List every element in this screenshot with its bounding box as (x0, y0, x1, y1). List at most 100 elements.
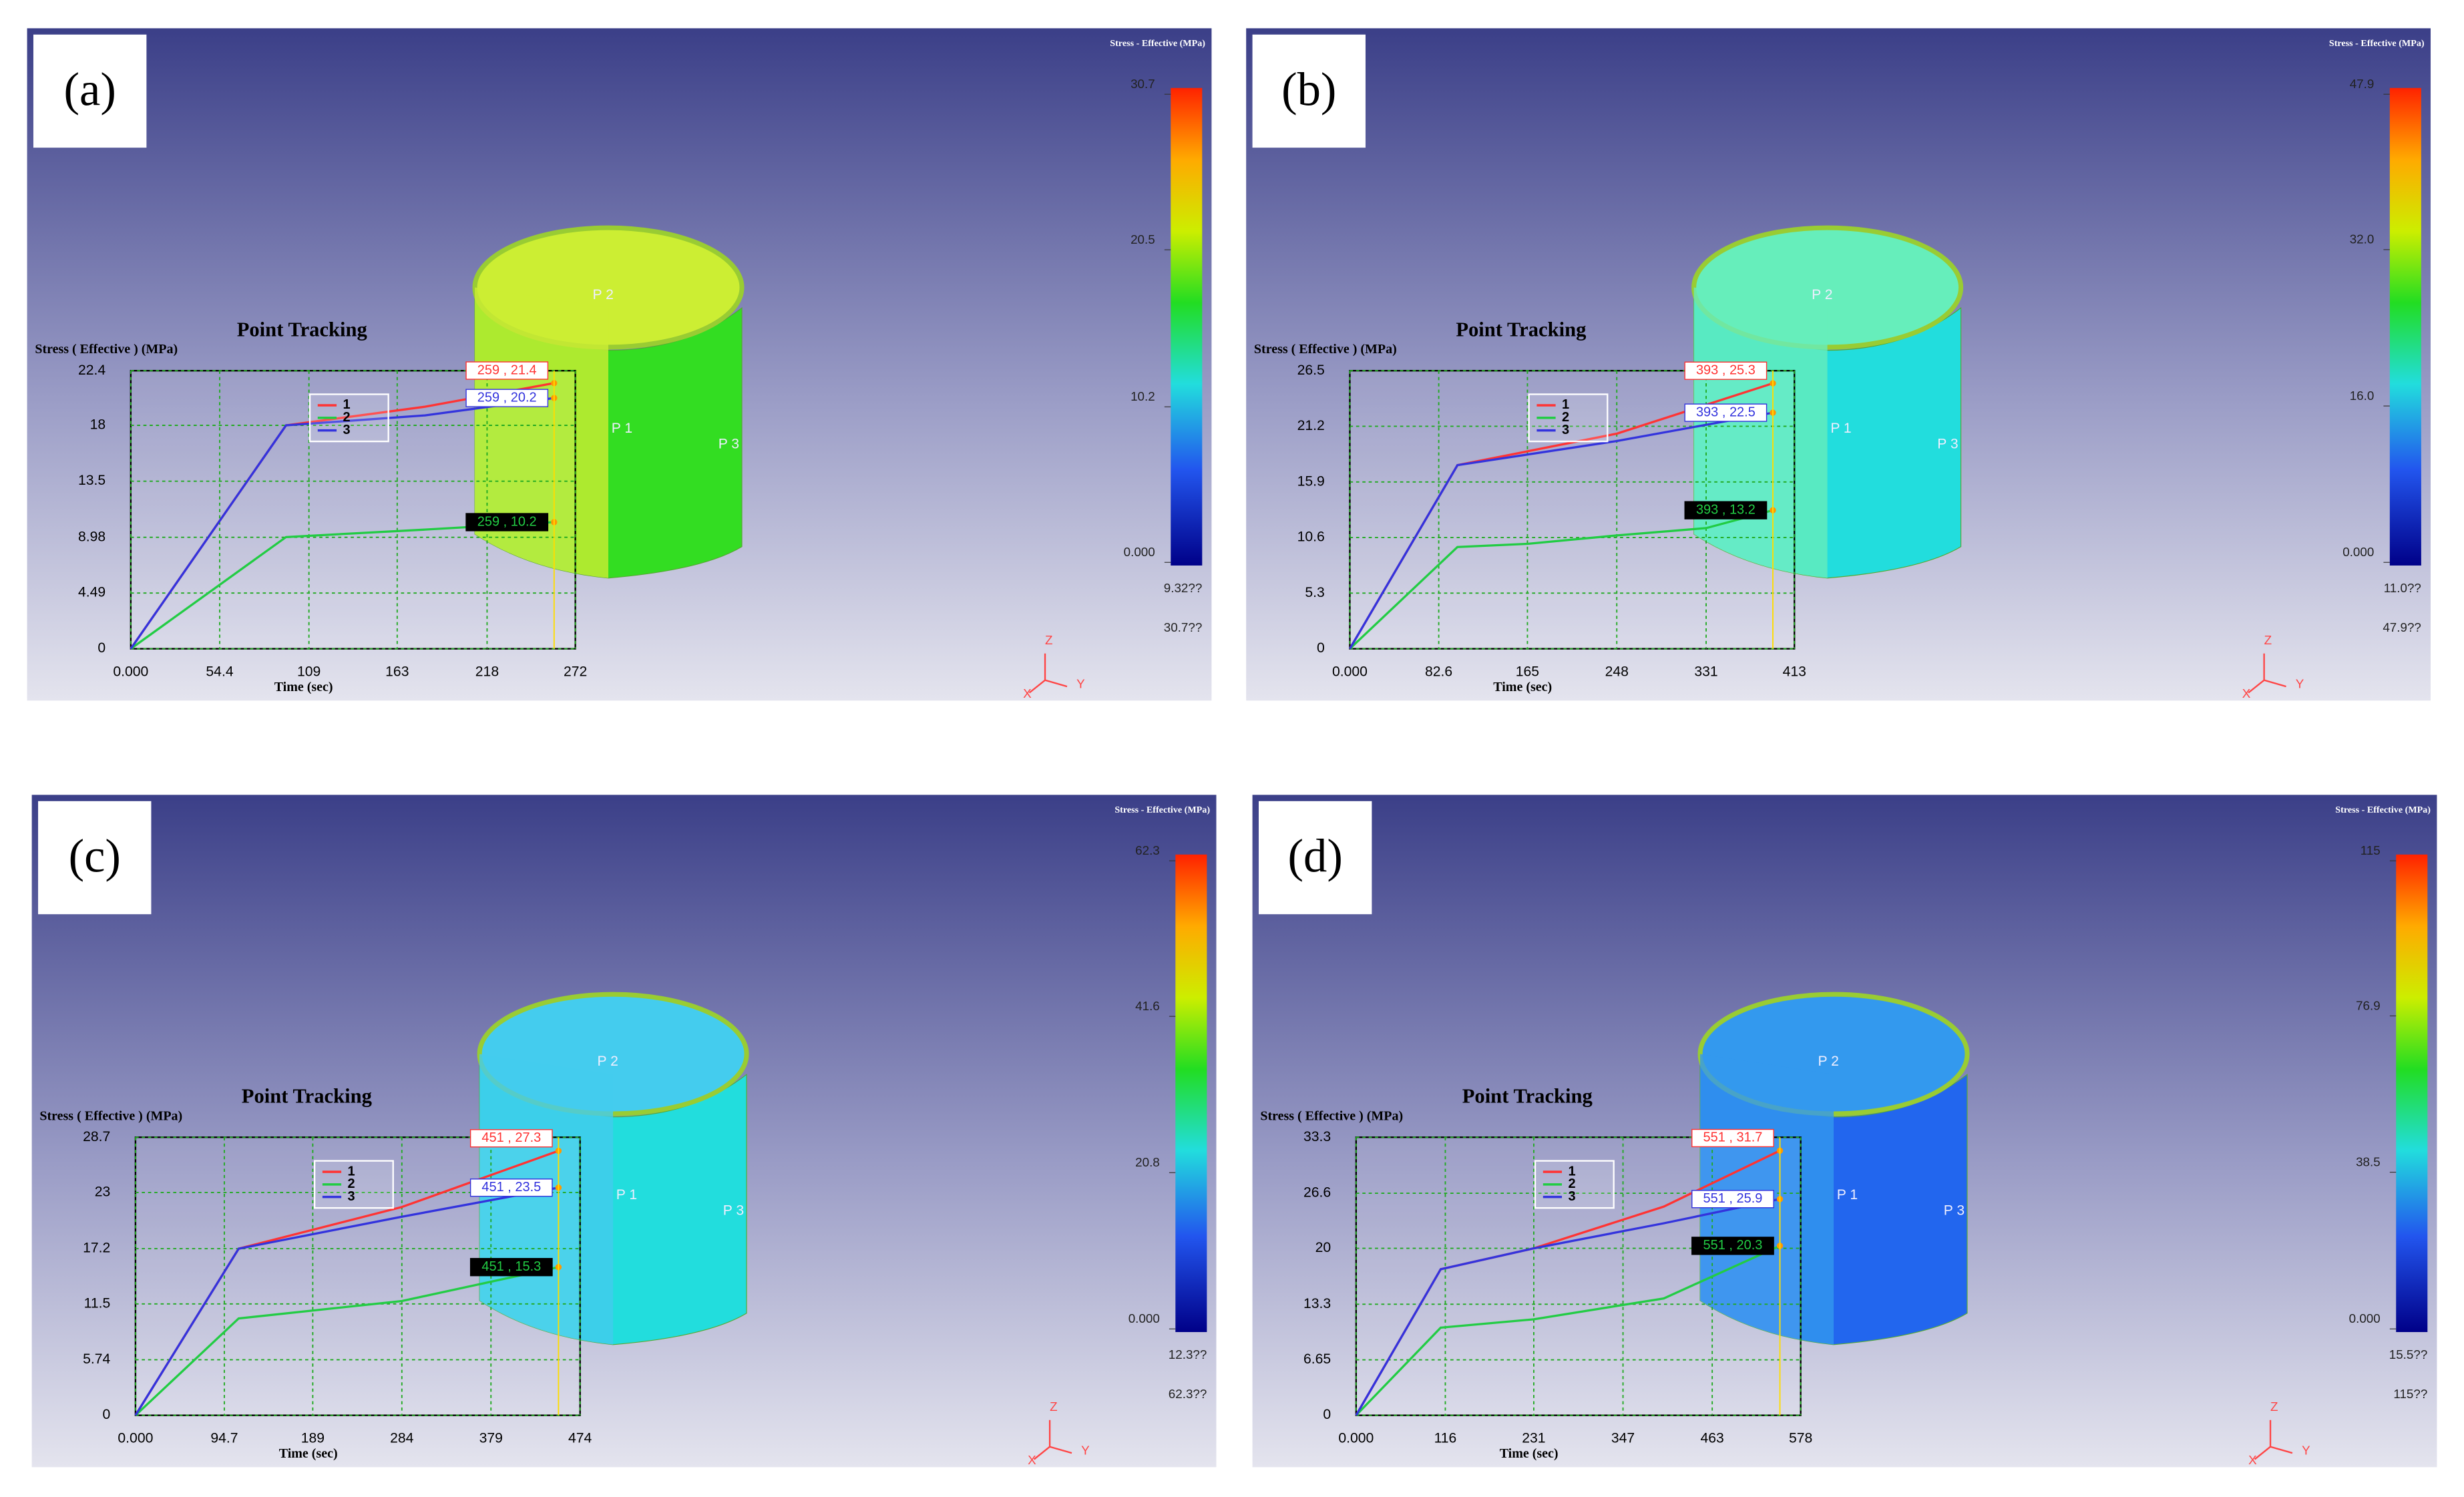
x-tick-label: 218 (475, 664, 499, 679)
triad-y (2264, 679, 2286, 688)
point-label: P 1 (612, 421, 632, 436)
x-tick-label: 0.000 (113, 664, 148, 679)
x-tick-label: 578 (1789, 1431, 1812, 1446)
x-axis-label: Time (sec) (279, 1446, 338, 1461)
end-label-box (469, 1129, 553, 1148)
legend-label: 2 (343, 410, 350, 425)
colorbar (2389, 87, 2421, 566)
point-label: P 2 (593, 287, 614, 302)
colorbar-note: 47.9?? (2383, 620, 2421, 634)
end-label-box (465, 513, 549, 531)
y-tick-label: 21.2 (1297, 418, 1325, 433)
y-tick-label: 0 (102, 1407, 110, 1422)
x-tick-label: 82.6 (1425, 664, 1452, 679)
x-tick-label: 347 (1611, 1431, 1635, 1446)
colorbar-tick-label: 30.7 (1131, 77, 1155, 91)
y-tick-label: 11.5 (84, 1295, 111, 1311)
y-tick-label: 23 (95, 1185, 111, 1200)
x-tick-label: 413 (1783, 664, 1806, 679)
x-tick-label: 116 (1434, 1431, 1457, 1446)
end-label-box (469, 1258, 553, 1277)
triad-label: Z (2264, 633, 2272, 647)
colorbar-tick-label: 20.8 (1135, 1155, 1160, 1169)
series-line (1355, 1198, 1780, 1416)
point-label: P 2 (598, 1054, 618, 1069)
colorbar (1171, 87, 1203, 566)
x-tick-label: 0.000 (1332, 664, 1368, 679)
end-label: 259 , 21.4 (477, 363, 537, 377)
x-tick-label: 54.4 (206, 664, 233, 679)
colorbar-title: Stress - Effective (MPa) (2329, 38, 2425, 49)
y-tick-label: 0 (97, 640, 106, 656)
panel-label: (d) (1288, 830, 1343, 882)
panel: P 1 P 2 P 3 Point Tracking Stress ( Effectiv… (31, 795, 1217, 1468)
x-tick-label: 248 (1605, 664, 1629, 679)
end-label: 451 , 23.5 (481, 1180, 541, 1195)
y-tick-label: 20 (1315, 1240, 1331, 1255)
end-label-box (1691, 1128, 1774, 1148)
x-axis-label: Time (sec) (274, 680, 333, 694)
y-axis-label: Stress ( Effective ) (MPa) (1254, 342, 1397, 357)
legend-label: 3 (343, 423, 350, 437)
colorbar-tick-label: 76.9 (2356, 998, 2381, 1012)
triad-label: Y (2302, 1444, 2310, 1458)
end-label-box (1691, 1237, 1774, 1255)
colorbar-tick-label: 0.000 (2342, 545, 2374, 559)
end-label: 551 , 31.7 (1703, 1130, 1763, 1145)
point-label: P 3 (1944, 1203, 1965, 1218)
triad-x (2254, 1446, 2271, 1460)
y-tick-label: 10.6 (1297, 529, 1325, 545)
triad-x (1033, 1446, 1050, 1460)
chart-title: Point Tracking (1462, 1084, 1593, 1107)
end-label: 551 , 25.9 (1703, 1191, 1763, 1206)
colorbar-tick-label: 47.9 (2350, 77, 2375, 91)
point-label: P 3 (1937, 436, 1958, 451)
colorbar-tick-label: 0.000 (1128, 1311, 1160, 1325)
colorbar-note: 12.3?? (1169, 1347, 1207, 1361)
x-axis-label: Time (sec) (1500, 1446, 1559, 1461)
panel: P 1 P 2 P 3 Point Tracking Stress ( Effectiv… (27, 28, 1212, 701)
legend-label: 1 (348, 1164, 355, 1179)
legend-label: 1 (1568, 1164, 1575, 1179)
y-tick-label: 15.9 (1297, 473, 1325, 489)
series-line (1355, 1245, 1781, 1416)
triad-label: X (2248, 1453, 2257, 1467)
legend-label: 1 (343, 397, 350, 412)
x-tick-label: 189 (301, 1431, 325, 1446)
y-tick-label: 22.4 (78, 363, 106, 378)
triad-label: Z (2270, 1400, 2278, 1414)
point-label: P 1 (616, 1187, 637, 1203)
point-label: P 2 (1818, 1054, 1839, 1069)
x-tick-label: 272 (564, 664, 587, 679)
end-label-box (1684, 361, 1768, 380)
legend-label: 2 (1562, 410, 1569, 425)
y-tick-label: 13.5 (78, 473, 106, 488)
series-line (1349, 411, 1774, 650)
colorbar-note: 62.3?? (1169, 1387, 1207, 1401)
panel-label-box (38, 801, 152, 915)
panel-label: (a) (64, 63, 116, 116)
y-tick-label: 33.3 (1303, 1129, 1331, 1144)
colorbar-note: 11.0?? (2384, 581, 2421, 595)
colorbar-title: Stress - Effective (MPa) (1114, 805, 1210, 815)
legend-label: 3 (1568, 1189, 1575, 1204)
triad-y (2270, 1446, 2293, 1454)
triad-y (1049, 1446, 1072, 1454)
chart-title: Point Tracking (242, 1084, 372, 1107)
end-label-box (465, 389, 549, 407)
legend-label: 3 (348, 1189, 355, 1204)
end-label: 393 , 13.2 (1696, 502, 1756, 517)
colorbar-tick-label: 41.6 (1135, 999, 1160, 1013)
end-label: 259 , 10.2 (477, 514, 537, 529)
y-tick-label: 26.5 (1297, 363, 1325, 378)
colorbar-tick-label: 0.000 (1124, 545, 1155, 559)
y-axis-label: Stress ( Effective ) (MPa) (35, 342, 178, 357)
triad-label: X (2242, 686, 2251, 700)
triad-label: X (1028, 1453, 1036, 1467)
triad-x (1028, 679, 1046, 694)
x-tick-label: 0.000 (1338, 1431, 1374, 1446)
point-label: P 1 (1837, 1187, 1858, 1203)
colorbar (1175, 854, 1207, 1332)
end-label: 259 , 20.2 (477, 390, 537, 405)
